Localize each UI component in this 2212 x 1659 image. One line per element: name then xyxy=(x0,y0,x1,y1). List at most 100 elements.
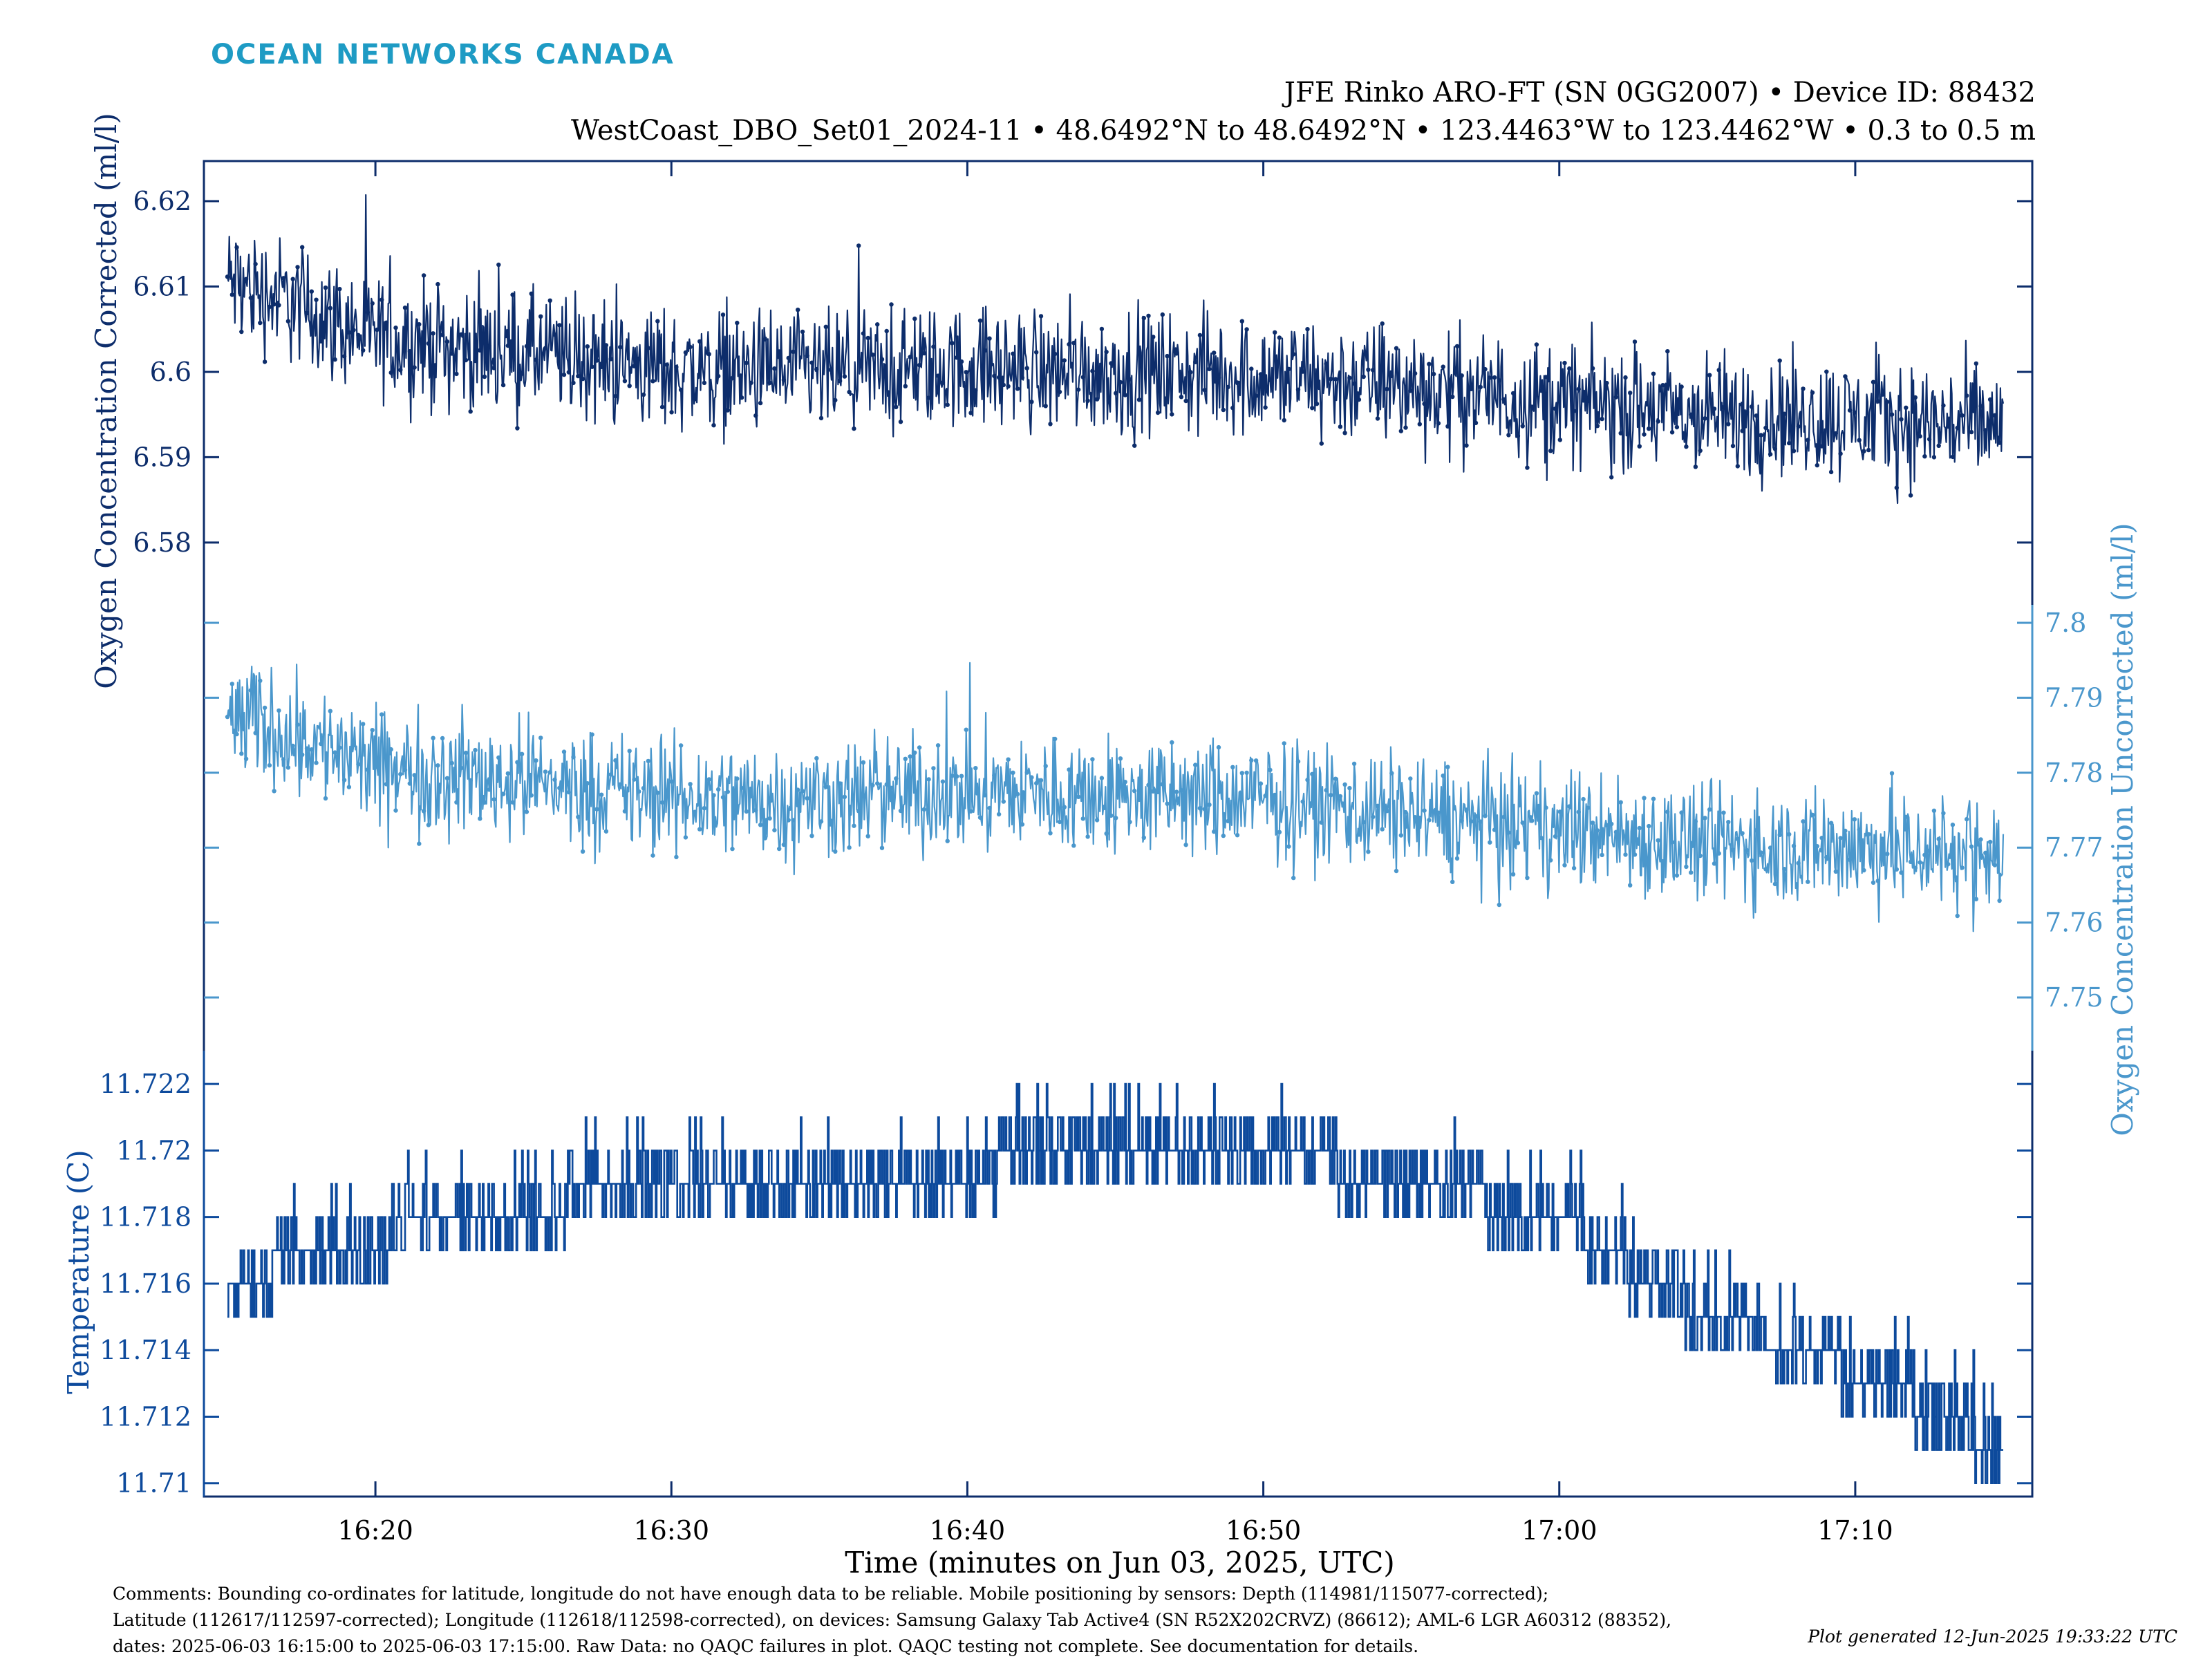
data-point xyxy=(229,682,234,686)
data-point xyxy=(1062,358,1067,363)
data-point xyxy=(852,426,856,431)
data-point xyxy=(720,312,726,317)
data-point xyxy=(1085,834,1090,839)
data-point xyxy=(1459,373,1464,378)
data-point xyxy=(646,758,650,764)
data-point xyxy=(272,789,276,794)
data-point xyxy=(1824,855,1829,860)
data-point xyxy=(1427,818,1432,823)
data-point xyxy=(375,765,379,769)
data-point xyxy=(603,343,609,348)
data-point xyxy=(590,732,594,737)
data-point xyxy=(552,332,557,337)
data-point xyxy=(800,329,805,335)
y-tick-label: 11.71 xyxy=(116,1468,191,1499)
data-point xyxy=(977,815,983,820)
data-point xyxy=(1632,852,1638,857)
data-point xyxy=(1899,870,1904,875)
data-point xyxy=(889,785,894,791)
data-point xyxy=(1899,417,1904,422)
data-point xyxy=(1408,388,1413,393)
data-point xyxy=(1759,433,1763,438)
data-point xyxy=(1351,381,1357,386)
data-point xyxy=(1356,397,1362,402)
data-point xyxy=(950,341,955,346)
data-point xyxy=(744,809,749,814)
data-point xyxy=(912,750,917,756)
data-point xyxy=(454,371,459,377)
data-point xyxy=(1726,820,1731,825)
data-point xyxy=(323,285,328,290)
data-point xyxy=(505,343,510,348)
data-point xyxy=(1333,776,1338,781)
data-point xyxy=(491,797,496,802)
data-point xyxy=(1136,797,1142,803)
data-point xyxy=(1707,807,1712,812)
data-point xyxy=(1660,859,1665,864)
data-point xyxy=(664,790,669,796)
data-point xyxy=(1412,371,1418,376)
data-point xyxy=(1183,398,1188,404)
data-point xyxy=(865,834,870,838)
data-point xyxy=(585,344,590,349)
data-point xyxy=(1329,377,1333,382)
data-point xyxy=(1268,377,1273,382)
data-point xyxy=(833,849,838,854)
data-point xyxy=(1506,433,1511,438)
data-point xyxy=(505,771,510,776)
data-point xyxy=(693,809,697,814)
data-point xyxy=(977,318,983,323)
x-tick-label: 17:10 xyxy=(1817,1515,1893,1546)
data-point xyxy=(1249,366,1254,371)
data-point xyxy=(1628,883,1633,888)
data-point xyxy=(468,409,473,414)
data-point xyxy=(248,688,253,693)
data-point xyxy=(576,814,581,820)
data-point xyxy=(487,344,491,348)
data-point xyxy=(1703,816,1707,821)
data-point xyxy=(669,779,674,784)
data-point xyxy=(594,807,599,812)
data-point xyxy=(1852,817,1857,822)
data-point xyxy=(1029,400,1034,404)
y-tick-label: 6.62 xyxy=(133,186,191,216)
data-point xyxy=(319,741,324,747)
data-point xyxy=(1071,843,1076,848)
data-point xyxy=(1366,850,1371,854)
data-point xyxy=(1833,431,1838,436)
data-point xyxy=(1604,823,1609,828)
data-point xyxy=(753,413,758,418)
data-point xyxy=(627,749,632,753)
series-3 xyxy=(227,1082,2003,1484)
data-point xyxy=(1398,429,1404,433)
data-point xyxy=(1469,819,1474,824)
data-point xyxy=(908,754,912,759)
data-point xyxy=(1632,339,1638,344)
data-point xyxy=(945,402,950,407)
data-point xyxy=(1427,362,1432,366)
y-tick-label: 6.61 xyxy=(133,271,191,301)
brand-logo: OCEAN NETWORKS CANADA xyxy=(211,39,675,71)
data-point xyxy=(1371,814,1376,820)
data-point xyxy=(1291,875,1296,881)
data-point xyxy=(1530,404,1535,409)
data-point xyxy=(1043,764,1048,769)
data-point xyxy=(959,774,964,778)
data-point xyxy=(1908,859,1913,865)
data-point xyxy=(500,382,506,388)
data-point xyxy=(529,291,534,296)
data-point xyxy=(1586,805,1591,810)
data-point xyxy=(1904,814,1909,820)
data-point xyxy=(328,709,332,713)
data-point xyxy=(847,389,852,395)
data-point xyxy=(1454,344,1460,349)
data-point xyxy=(1759,850,1763,855)
data-point xyxy=(1188,370,1193,375)
data-point xyxy=(847,845,852,850)
data-point xyxy=(285,765,291,770)
data-point xyxy=(1207,366,1212,372)
data-point xyxy=(796,308,800,312)
data-point xyxy=(767,380,772,386)
data-point xyxy=(706,352,711,357)
data-point xyxy=(1324,788,1329,793)
